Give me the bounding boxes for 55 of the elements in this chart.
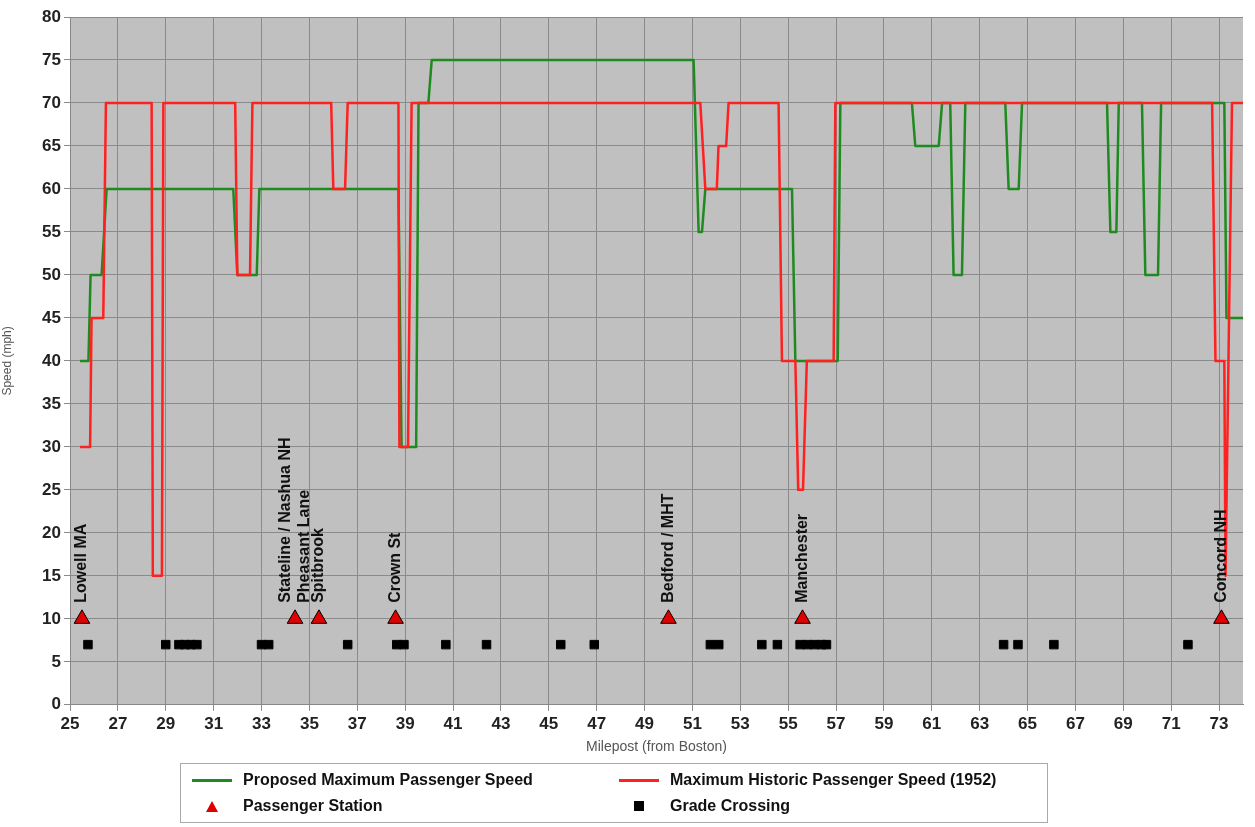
y-tick-label: 65 (42, 135, 61, 155)
y-tick-label: 15 (42, 565, 61, 585)
annotation: Lowell MA (72, 523, 90, 603)
y-tick-label: 60 (42, 178, 61, 198)
y-tick-label: 35 (42, 393, 61, 413)
x-tick-label: 65 (1018, 713, 1038, 733)
x-tick-label: 55 (778, 713, 798, 733)
x-tick-label: 35 (299, 713, 319, 733)
x-tick-label: 45 (539, 713, 559, 733)
annotation: Crown St (385, 531, 403, 603)
x-tick-label: 49 (635, 713, 654, 733)
y-tick-label: 40 (42, 350, 61, 370)
x-tick-label: 63 (970, 713, 990, 733)
x-tick-label: 61 (922, 713, 942, 733)
x-tick-label: 73 (1209, 713, 1229, 733)
y-tick-label: 80 (42, 6, 61, 26)
legend-label: Proposed Maximum Passenger Speed (243, 771, 533, 789)
y-tick-label: 70 (42, 92, 61, 112)
annotation: Stateline / Nashua NH (275, 437, 293, 603)
legend-label: Maximum Historic Passenger Speed (1952) (670, 771, 997, 789)
x-tick-label: 27 (108, 713, 128, 733)
legend-label: Passenger Station (243, 797, 383, 815)
y-tick-label: 20 (42, 522, 61, 542)
x-tick-label: 31 (204, 713, 224, 733)
annotation: Manchester (792, 513, 810, 603)
y-tick-label: 5 (51, 651, 61, 671)
annotation: Spitbrook (309, 528, 327, 603)
annotation: Pheasant Lane (294, 489, 312, 603)
x-tick-label: 43 (491, 713, 511, 733)
legend-label: Grade Crossing (670, 797, 791, 815)
x-tick-label: 71 (1161, 713, 1181, 733)
y-tick-label: 50 (42, 264, 61, 284)
y-tick-label: 55 (42, 221, 61, 241)
x-tick-label: 47 (587, 713, 607, 733)
x-axis-title: Milepost (from Boston) (586, 738, 727, 755)
y-tick-label: 75 (42, 49, 61, 69)
x-tick-label: 53 (730, 713, 750, 733)
x-tick-label: 41 (443, 713, 463, 733)
x-tick-label: 29 (156, 713, 176, 733)
y-tick-label: 10 (42, 608, 61, 628)
x-tick-label: 59 (874, 713, 894, 733)
x-tick-label: 57 (826, 713, 846, 733)
y-tick-label: 30 (42, 436, 61, 456)
x-tick-label: 67 (1065, 713, 1085, 733)
annotation: Bedford / MHT (658, 493, 676, 603)
annotation: Concord NH (1211, 509, 1229, 603)
y-tick-label: 45 (42, 307, 61, 327)
x-tick-label: 51 (682, 713, 702, 733)
x-tick-label: 33 (252, 713, 271, 733)
x-tick-label: 39 (395, 713, 415, 733)
x-tick-label: 37 (347, 713, 367, 733)
y-axis-title: Speed (mph) (0, 326, 14, 396)
y-tick-label: 25 (42, 479, 61, 499)
y-tick-label: 0 (51, 694, 61, 714)
x-tick-label: 69 (1113, 713, 1133, 733)
